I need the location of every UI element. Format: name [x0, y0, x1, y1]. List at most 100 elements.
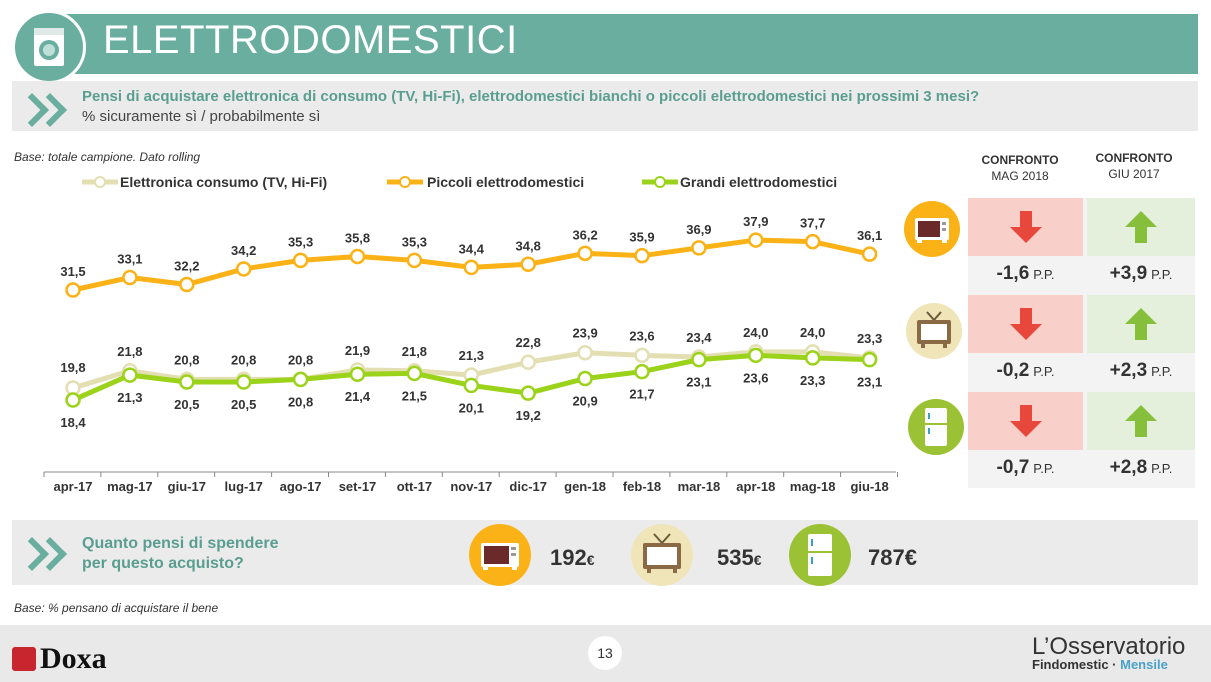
- data-point-large-appliances: [577, 370, 593, 387]
- data-label-electronics: 20,8: [288, 352, 313, 367]
- data-label-electronics: 23,4: [686, 330, 712, 345]
- comparison-number: +2,3: [1109, 360, 1148, 381]
- comparison-value-giu: +2,3 P.P.: [1087, 360, 1195, 382]
- comparison-number: +2,8: [1109, 457, 1148, 478]
- arrow-up-icon: [1125, 308, 1157, 340]
- comparison-cell-mag: [968, 392, 1083, 450]
- data-label-small-appliances: 36,1: [857, 228, 882, 243]
- legend-label-large-appliances: Grandi elettrodomestici: [680, 174, 838, 190]
- x-tick-label: feb-18: [623, 479, 661, 494]
- title-bar: [58, 14, 1198, 74]
- data-point-small-appliances: [634, 247, 650, 264]
- fridge-icon: [788, 523, 852, 587]
- comparison-cell-mag: [968, 295, 1083, 353]
- comparison-header-mag: CONFRONTO MAG 2018: [968, 152, 1072, 184]
- data-point-small-appliances: [349, 248, 366, 265]
- comparison-subtitle-mag: MAG 2018: [991, 169, 1049, 183]
- data-point-small-appliances: [179, 276, 195, 293]
- data-label-large-appliances: 18,4: [60, 415, 86, 430]
- tv-icon: [905, 302, 963, 360]
- data-point-large-appliances: [520, 385, 536, 401]
- comparison-unit: P.P.: [1033, 364, 1055, 379]
- data-point-large-appliances: [861, 351, 878, 368]
- comparison-unit: P.P.: [1033, 461, 1055, 476]
- data-point-small-appliances: [804, 233, 821, 250]
- data-label-large-appliances: 23,1: [857, 375, 882, 390]
- data-point-large-appliances: [634, 363, 650, 380]
- comparison-number: -0,7: [996, 457, 1030, 478]
- arrow-down-icon: [1010, 211, 1042, 243]
- doxa-logo-text: Doxa: [40, 642, 107, 675]
- comparison-value-mag: -0,2 P.P.: [968, 360, 1083, 382]
- data-point-electronics: [577, 344, 593, 361]
- data-label-large-appliances: 23,1: [686, 375, 711, 390]
- data-point-small-appliances: [861, 246, 878, 262]
- comparison-value-mag: -0,7 P.P.: [968, 457, 1083, 479]
- arrow-down-icon: [1010, 405, 1042, 437]
- spend-band: [12, 520, 1198, 585]
- spend-question: Quanto pensi di spendere per questo acqu…: [82, 534, 278, 574]
- comparison-number: -1,6: [996, 263, 1030, 284]
- data-label-large-appliances: 20,1: [459, 400, 484, 415]
- data-point-large-appliances: [122, 367, 138, 383]
- data-label-electronics: 21,8: [402, 344, 427, 359]
- tv-icon: [630, 523, 694, 587]
- comparison-cell-giu: [1087, 198, 1195, 256]
- data-label-large-appliances: 21,5: [402, 388, 427, 403]
- observatory-subtitle: Findomestic · Mensile: [1032, 657, 1168, 672]
- data-point-large-appliances: [349, 366, 366, 382]
- comparison-number: +3,9: [1109, 263, 1148, 284]
- arrow-down-icon: [1010, 308, 1042, 340]
- data-label-small-appliances: 35,8: [345, 230, 370, 245]
- legend-marker-electronics: [82, 176, 118, 188]
- comparison-cell-mag: [968, 198, 1083, 256]
- x-tick-label: apr-17: [53, 479, 92, 494]
- data-label-small-appliances: 37,7: [800, 216, 825, 231]
- data-label-electronics: 23,9: [572, 326, 597, 341]
- observatory-findomestic: Findomestic ·: [1032, 657, 1121, 672]
- data-point-large-appliances: [804, 350, 821, 366]
- data-point-small-appliances: [520, 256, 536, 273]
- data-label-large-appliances: 21,7: [629, 387, 654, 402]
- data-point-small-appliances: [577, 245, 593, 262]
- comparison-unit: P.P.: [1151, 364, 1173, 379]
- data-label-large-appliances: 20,9: [572, 394, 597, 409]
- data-point-large-appliances: [292, 371, 309, 388]
- comparison-value-giu: +2,8 P.P.: [1087, 457, 1195, 479]
- x-tick-label: nov-17: [450, 479, 492, 494]
- data-point-small-appliances: [748, 232, 764, 248]
- spend-currency-tv: €: [753, 552, 762, 568]
- data-label-electronics: 24,0: [800, 325, 825, 340]
- data-label-small-appliances: 35,9: [629, 230, 654, 245]
- x-tick-label: dic-17: [509, 479, 547, 494]
- base-note-top: Base: totale campione. Dato rolling: [14, 150, 201, 164]
- data-label-large-appliances: 20,5: [174, 397, 199, 412]
- data-label-electronics: 21,8: [117, 344, 142, 359]
- comparison-cell-giu: [1087, 295, 1195, 353]
- comparison-unit: P.P.: [1151, 267, 1173, 282]
- spend-value-tv: 535€: [717, 545, 762, 571]
- data-point-large-appliances: [235, 374, 252, 390]
- data-label-small-appliances: 34,8: [516, 238, 541, 253]
- data-label-large-appliances: 20,5: [231, 397, 256, 412]
- data-point-small-appliances: [122, 269, 138, 286]
- legend-marker-small-appliances: [387, 176, 423, 188]
- spend-currency-microwave: €: [586, 552, 595, 568]
- legend-marker-large-appliances: [642, 176, 678, 188]
- legend-label-small-appliances: Piccoli elettrodomestici: [427, 174, 585, 190]
- doxa-logo: Doxa: [12, 642, 107, 676]
- observatory-title: L’Osservatorio: [1032, 633, 1186, 660]
- data-label-large-appliances: 19,2: [516, 408, 541, 423]
- spend-question-line2: per questo acquisto?: [82, 555, 244, 572]
- x-tick-label: ott-17: [397, 479, 432, 494]
- data-label-electronics: 21,3: [459, 348, 484, 363]
- spend-value-fridge: 787€: [868, 545, 917, 571]
- data-point-large-appliances: [748, 347, 764, 364]
- line-chart: 19,8 21,8 20,8 20,8 20,8 21,9 21,8 21,3 22,8 23,9…: [43, 214, 898, 494]
- data-label-small-appliances: 31,5: [60, 264, 85, 279]
- data-label-small-appliances: 34,2: [231, 243, 256, 258]
- comparison-value-mag: -1,6 P.P.: [968, 263, 1083, 285]
- data-label-large-appliances: 21,4: [345, 389, 371, 404]
- x-tick-label: mag-18: [790, 479, 836, 494]
- comparison-number: -0,2: [996, 360, 1030, 381]
